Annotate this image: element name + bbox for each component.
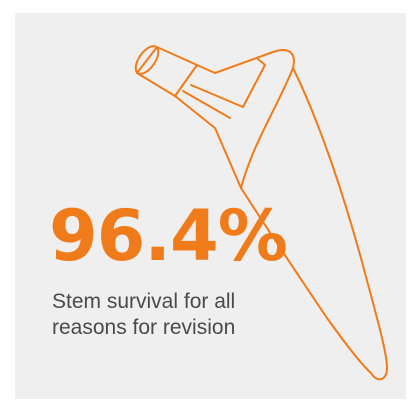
survival-rate-value: 96.4% xyxy=(49,195,288,277)
survival-rate-caption: Stem survival for all reasons for revisi… xyxy=(52,289,312,341)
caption-line-2: reasons for revision xyxy=(52,316,236,339)
stat-card: 96.4% Stem survival for all reasons for … xyxy=(15,13,406,399)
hip-stem-implant-icon xyxy=(134,45,388,381)
caption-line-1: Stem survival for all xyxy=(52,290,236,313)
